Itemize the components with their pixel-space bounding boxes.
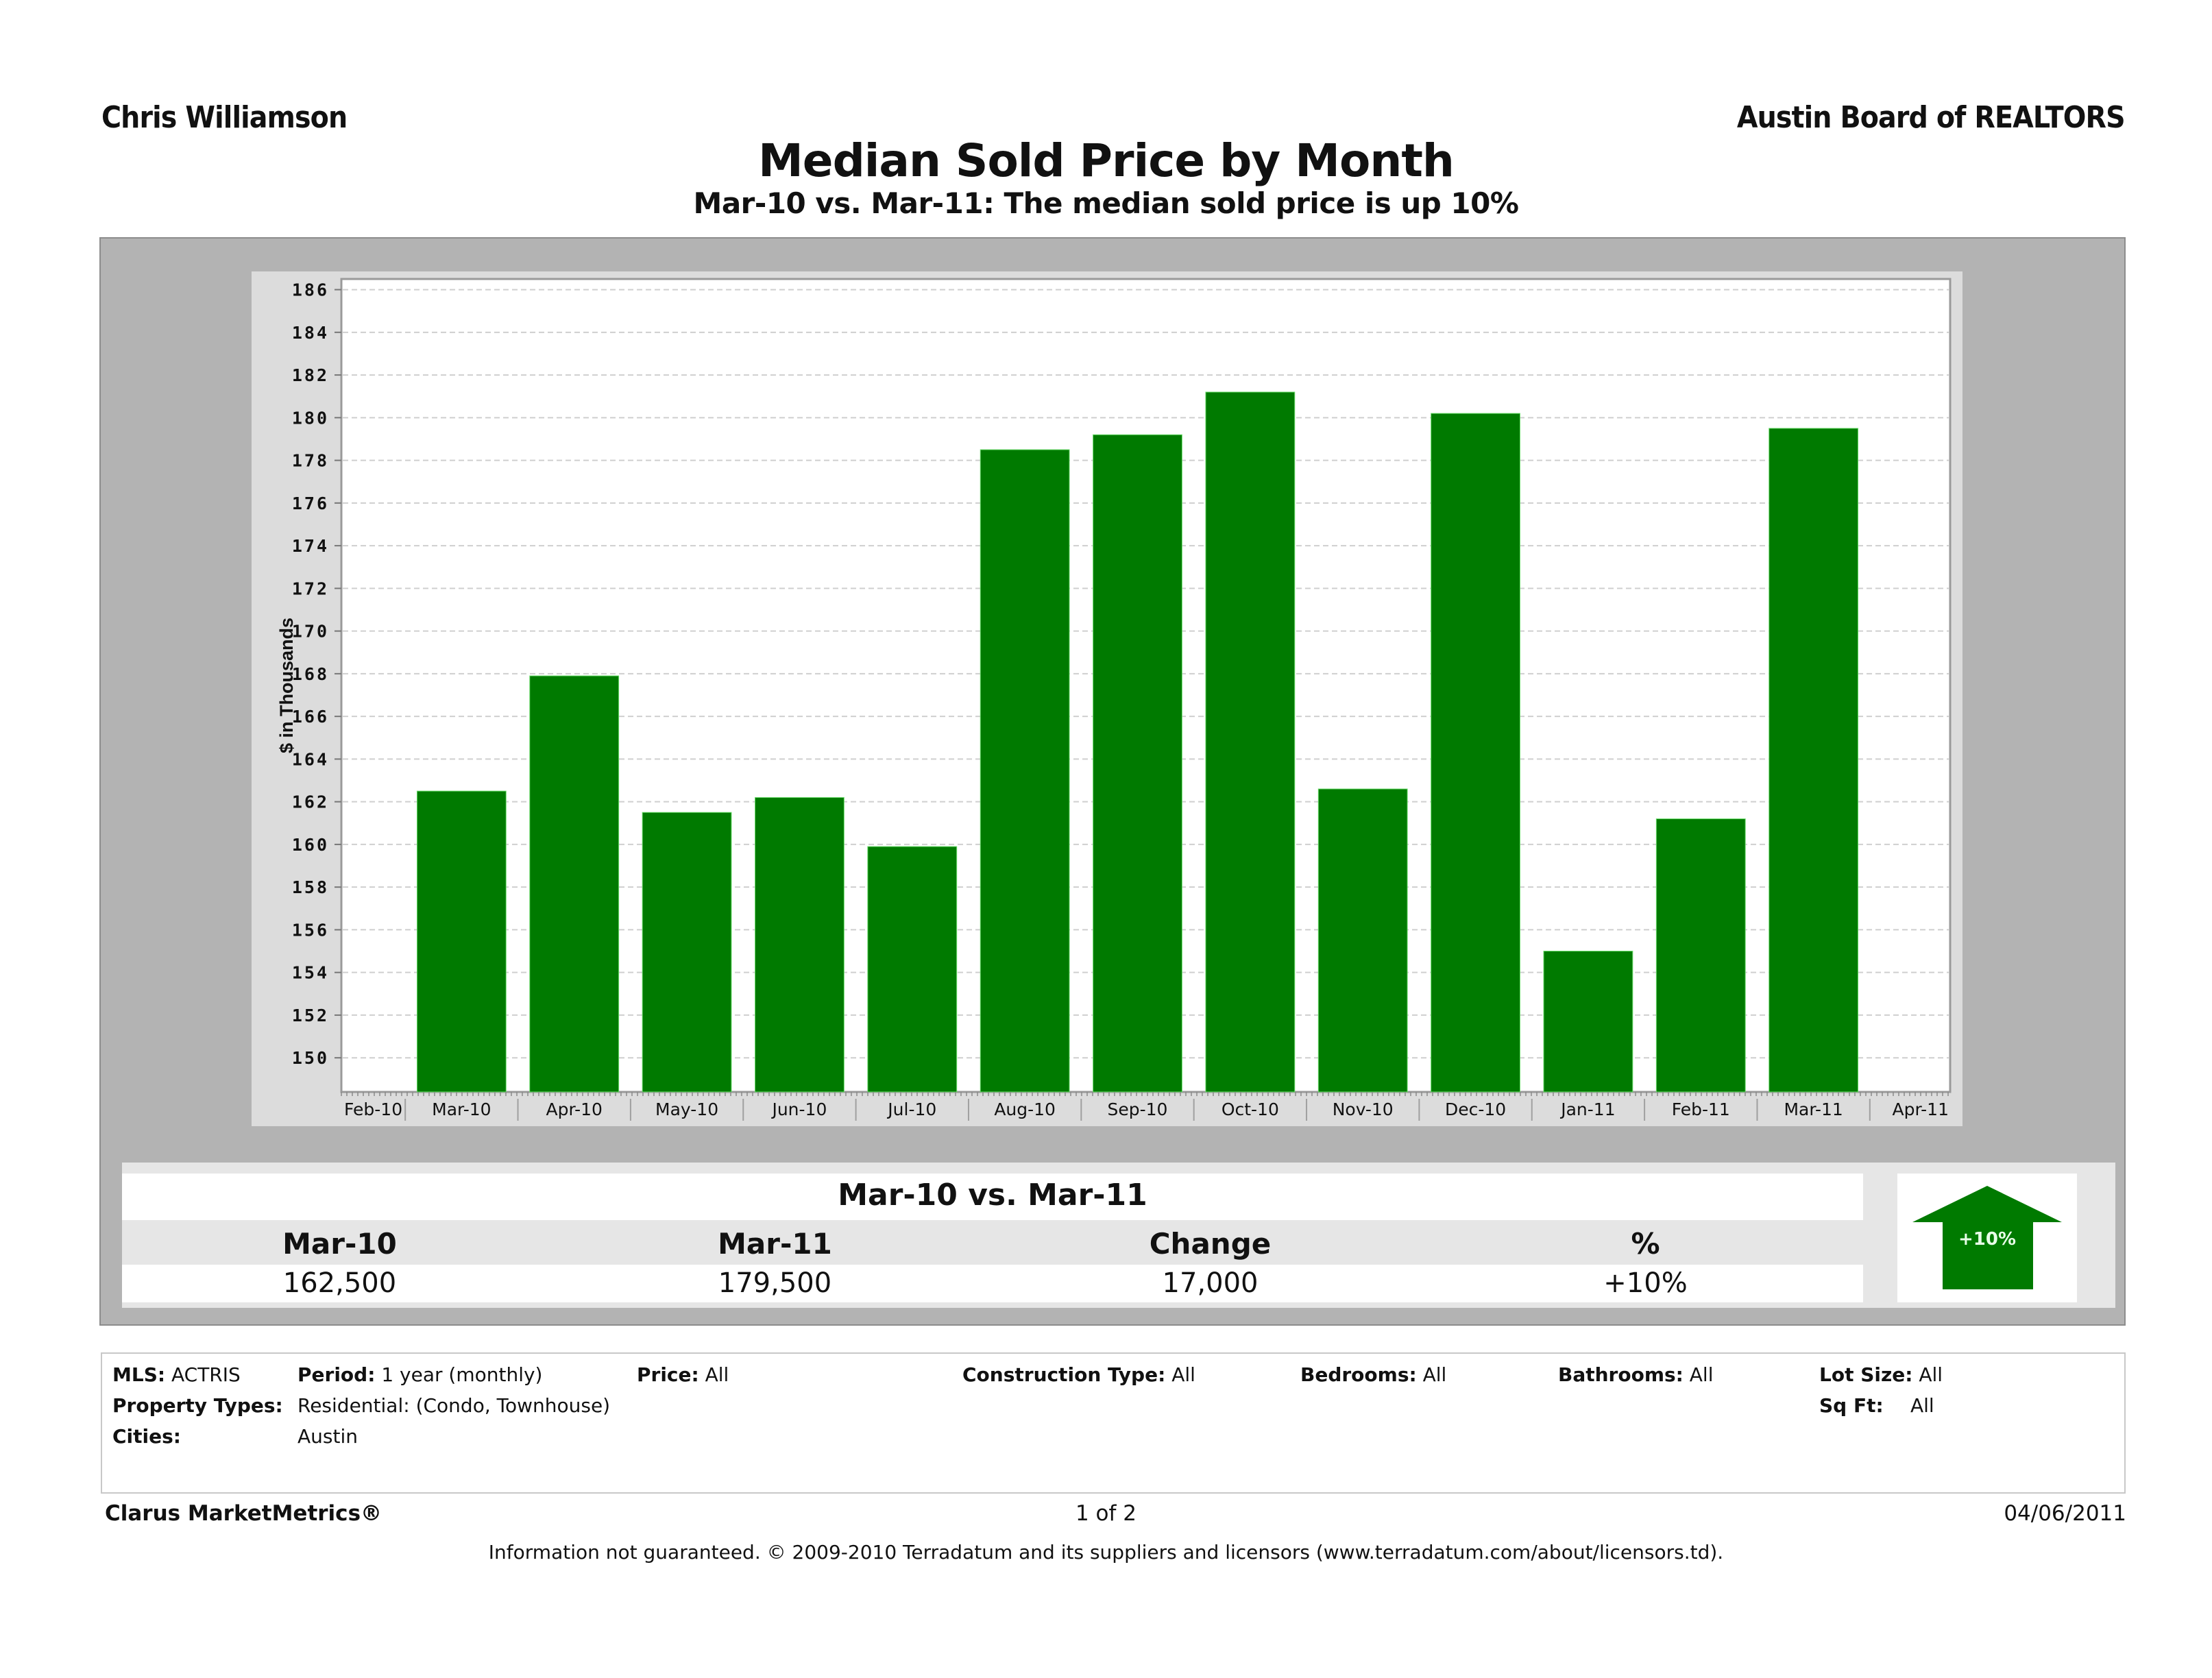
- bar-mar-10: [416, 790, 507, 1093]
- page-subtitle: Mar-10 vs. Mar-11: The median sold price…: [693, 186, 1519, 220]
- bar-nov-10: [1317, 788, 1408, 1093]
- value-cell: 17,000: [1162, 1267, 1259, 1299]
- x-tick-label: Jun-10: [770, 1099, 827, 1119]
- bar-jan-11: [1543, 951, 1633, 1093]
- x-tick-label: Jul-10: [886, 1099, 936, 1119]
- y-tick-label: 160: [292, 835, 329, 855]
- bar-chart: 150 152 154 156 158 160 162 164 166 168 170 172 174 1…: [276, 278, 1952, 1121]
- y-tick-label: 164: [292, 749, 329, 769]
- x-tick-label: Nov-10: [1333, 1099, 1394, 1119]
- filter-cities-label: Cities:: [112, 1425, 181, 1448]
- filter-cities-value: Austin: [297, 1425, 358, 1448]
- y-tick-label: 172: [292, 579, 329, 598]
- agent-name: Chris Williamson: [101, 100, 348, 135]
- summary-heading: Mar-10 vs. Mar-11: [838, 1178, 1147, 1213]
- comparison-summary: Mar-10 vs. Mar-11 Mar-10 Mar-11 Change %…: [122, 1163, 2115, 1308]
- y-tick-label: 182: [292, 365, 329, 385]
- x-tick-label: Feb-11: [1672, 1099, 1730, 1119]
- x-tick-label: Apr-11: [1893, 1099, 1949, 1119]
- filter-bedrooms: Bedrooms: All: [1300, 1363, 1447, 1386]
- y-tick-label: 162: [292, 792, 329, 812]
- column-header: Mar-10: [282, 1227, 397, 1261]
- bar-sep-10: [1093, 434, 1182, 1093]
- filter-lot-size: Lot Size: All: [1819, 1363, 1943, 1386]
- summary-header-row: Mar-10 vs. Mar-11: [122, 1174, 1863, 1220]
- bar-apr-10: [529, 675, 620, 1093]
- filter-sqft-label: Sq Ft:: [1819, 1394, 1884, 1417]
- x-tick-label: May-10: [655, 1099, 718, 1119]
- x-tick-label: Jan-11: [1559, 1099, 1615, 1119]
- y-tick-label: 174: [292, 536, 329, 556]
- disclaimer: Information not guaranteed. © 2009-2010 …: [488, 1541, 1724, 1564]
- bar-mar-11: [1769, 428, 1859, 1093]
- x-tick-label: Sep-10: [1108, 1099, 1168, 1119]
- filter-bathrooms: Bathrooms: All: [1558, 1363, 1714, 1386]
- summary-values-row: 162,500 179,500 17,000 +10%: [122, 1265, 1863, 1302]
- bar-feb-11: [1655, 818, 1746, 1093]
- change-badge-label: +10%: [1958, 1229, 2016, 1250]
- bar-jun-10: [755, 797, 844, 1093]
- x-tick-label: Feb-10: [344, 1099, 402, 1119]
- x-tick-label: Mar-10: [432, 1099, 491, 1119]
- y-tick-label: 154: [292, 963, 329, 983]
- value-cell: 179,500: [718, 1267, 832, 1299]
- filter-period: Period: 1 year (monthly): [297, 1363, 543, 1386]
- summary-columns-row: Mar-10 Mar-11 Change %: [122, 1220, 1863, 1265]
- x-tick-label: Aug-10: [994, 1099, 1056, 1119]
- x-tick-label: Apr-10: [546, 1099, 602, 1119]
- filter-criteria: MLS: ACTRIS Period: 1 year (monthly) Pri…: [101, 1352, 2126, 1494]
- y-tick-label: 166: [292, 707, 329, 727]
- chart-panel: 150 152 154 156 158 160 162 164 166 168 170 172 174 1…: [252, 271, 1962, 1126]
- y-tick-label: 152: [292, 1006, 329, 1025]
- y-tick-label: 186: [292, 280, 329, 300]
- filter-property-types-value: Residential: (Condo, Townhouse): [297, 1394, 611, 1417]
- column-header: %: [1631, 1227, 1660, 1261]
- filter-sqft-value: All: [1910, 1394, 1934, 1417]
- column-header: Mar-11: [718, 1227, 832, 1261]
- organization-name: Austin Board of REALTORS: [1737, 100, 2126, 135]
- y-tick-label: 178: [292, 451, 329, 471]
- y-axis-label: $ in Thousands: [276, 618, 297, 753]
- filter-construction-type: Construction Type: All: [962, 1363, 1195, 1386]
- up-arrow-icon: [1912, 1186, 2062, 1289]
- x-tick-label: Dec-10: [1445, 1099, 1506, 1119]
- y-tick-label: 156: [292, 920, 329, 940]
- y-tick-label: 170: [292, 622, 329, 642]
- report-date: 04/06/2011: [2004, 1501, 2126, 1526]
- page-number: 1 of 2: [1075, 1501, 1137, 1526]
- y-tick-label: 158: [292, 877, 329, 897]
- bar-may-10: [642, 812, 732, 1093]
- column-header: Change: [1149, 1227, 1272, 1261]
- filter-price: Price: All: [637, 1363, 729, 1386]
- y-tick-label: 168: [292, 664, 329, 684]
- footer-brand: Clarus MarketMetrics®: [105, 1501, 382, 1526]
- bar-oct-10: [1205, 391, 1296, 1093]
- value-cell: 162,500: [282, 1267, 397, 1299]
- x-tick-label: Oct-10: [1222, 1099, 1279, 1119]
- y-tick-label: 184: [292, 323, 329, 343]
- y-tick-label: 176: [292, 494, 329, 513]
- filter-property-types-label: Property Types:: [112, 1394, 283, 1417]
- bar-dec-10: [1431, 413, 1520, 1093]
- y-tick-label: 150: [292, 1048, 329, 1068]
- bar-jul-10: [867, 846, 958, 1093]
- change-badge: +10%: [1897, 1174, 2077, 1302]
- bar-aug-10: [980, 449, 1070, 1093]
- x-tick-label: Mar-11: [1784, 1099, 1843, 1119]
- y-tick-label: 180: [292, 408, 329, 428]
- filter-mls: MLS: ACTRIS: [112, 1363, 241, 1386]
- value-cell: +10%: [1603, 1267, 1688, 1299]
- page-title: Median Sold Price by Month: [758, 134, 1455, 187]
